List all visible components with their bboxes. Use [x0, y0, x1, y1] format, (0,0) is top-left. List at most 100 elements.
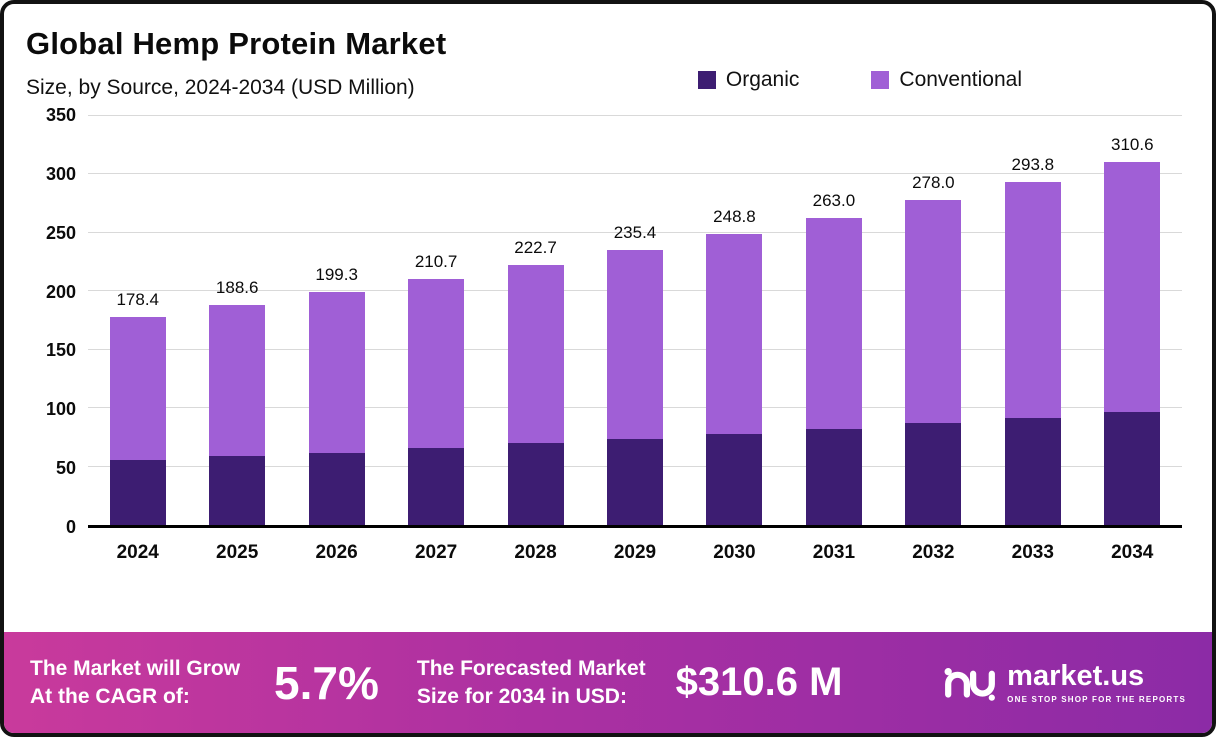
forecast-value: $310.6 M — [675, 660, 843, 704]
conventional-segment[interactable] — [507, 264, 564, 444]
y-axis: 0 50 100 150 200 250 300 350 — [26, 105, 88, 537]
bar-group-2030: 248.8 — [685, 116, 784, 525]
stacked-bar-2033[interactable] — [1004, 181, 1061, 525]
cagr-label-line1: The Market will Grow — [30, 657, 241, 681]
organic-segment[interactable] — [109, 459, 166, 525]
conventional-segment[interactable] — [805, 217, 862, 430]
y-tick-label: 0 — [65, 517, 76, 537]
forecast-label-line2: Size for 2034 in USD: — [416, 684, 627, 708]
cagr-label-line2: At the CAGR of: — [30, 684, 190, 708]
plot-wrap: 178.4 188.6 199.3 210.7 222.7 235.4 248.8 263.0… — [88, 115, 1182, 632]
bar-group-2024: 178.4 — [88, 116, 187, 525]
plot-area: 178.4 188.6 199.3 210.7 222.7 235.4 248.8 263.0… — [88, 115, 1182, 528]
conventional-segment[interactable] — [308, 292, 365, 453]
x-axis-label: 2028 — [514, 542, 557, 563]
stacked-bar-2031[interactable] — [805, 217, 862, 525]
stacked-bar-2028[interactable] — [507, 264, 564, 525]
stacked-bar-2026[interactable] — [308, 292, 365, 525]
brand-text: market.us ONE STOP SHOP FOR THE REPORTS — [1007, 659, 1186, 704]
forecast-label-line1: The Forecasted Market — [416, 657, 646, 681]
legend-label: Organic — [725, 68, 800, 91]
organic-segment[interactable] — [507, 443, 564, 525]
gridline — [88, 231, 1182, 233]
legend-swatch — [697, 71, 716, 89]
bar-value-label: 188.6 — [215, 277, 259, 297]
conventional-segment[interactable] — [706, 234, 763, 434]
bar-value-label: 199.3 — [315, 265, 358, 285]
organic-segment[interactable] — [905, 423, 962, 525]
brand-logo[interactable]: market.us ONE STOP SHOP FOR THE REPORTS — [943, 659, 1186, 706]
legend: Organic Conventional — [697, 68, 1022, 92]
y-tick-label: 250 — [45, 222, 76, 243]
organic-segment[interactable] — [1104, 411, 1161, 525]
bar-value-label: 235.4 — [613, 222, 657, 242]
organic-segment[interactable] — [308, 452, 365, 525]
organic-segment[interactable] — [209, 456, 266, 525]
legend-label: Conventional — [899, 68, 1022, 91]
stacked-bar-2027[interactable] — [408, 278, 465, 525]
stacked-bar-2024[interactable] — [109, 316, 166, 525]
x-axis-label: 2024 — [116, 542, 159, 563]
y-tick-label: 100 — [45, 399, 76, 420]
x-axis-label: 2032 — [912, 542, 955, 563]
bar-value-label: 278.0 — [912, 173, 955, 193]
stacked-bar-2025[interactable] — [209, 304, 266, 525]
x-axis-label: 2025 — [216, 542, 259, 563]
stacked-bar-2032[interactable] — [905, 200, 962, 525]
stacked-bar-2030[interactable] — [706, 234, 763, 525]
legend-item-conventional[interactable]: Conventional — [871, 68, 1022, 92]
conventional-segment[interactable] — [109, 316, 166, 460]
conventional-segment[interactable] — [209, 304, 266, 457]
stacked-bar-2034[interactable] — [1104, 162, 1161, 525]
bar-value-label: 248.8 — [713, 207, 756, 227]
bars-row: 178.4 188.6 199.3 210.7 222.7 235.4 248.8 263.0… — [88, 116, 1182, 525]
bar-group-2025: 188.6 — [187, 116, 286, 525]
organic-segment[interactable] — [805, 429, 862, 525]
bar-group-2029: 235.4 — [585, 116, 684, 525]
gridline — [88, 173, 1182, 175]
bar-group-2027: 210.7 — [386, 116, 485, 525]
x-axis-label: 2027 — [414, 542, 458, 563]
brand-name: market.us — [1007, 659, 1145, 692]
organic-segment[interactable] — [706, 433, 763, 525]
forecast-label: The Forecasted Market Size for 2034 in U… — [417, 655, 646, 710]
conventional-segment[interactable] — [408, 278, 465, 448]
brand-tagline: ONE STOP SHOP FOR THE REPORTS — [1007, 694, 1186, 704]
y-tick-label: 200 — [45, 281, 76, 302]
bar-group-2032: 278.0 — [884, 116, 983, 525]
y-tick-label: 350 — [45, 105, 76, 125]
marketus-logo-icon — [943, 659, 997, 706]
chart-header: Global Hemp Protein Market Size, by Sour… — [26, 26, 1182, 100]
x-axis: 2024 2025 2026 2027 2028 2029 2030 2031 2032 2033… — [88, 528, 1182, 564]
legend-item-organic[interactable]: Organic — [697, 68, 800, 92]
bar-value-label: 178.4 — [116, 289, 159, 309]
organic-segment[interactable] — [606, 438, 663, 525]
conventional-segment[interactable] — [1104, 162, 1161, 412]
conventional-segment[interactable] — [905, 200, 962, 424]
legend-swatch — [871, 71, 890, 89]
conventional-segment[interactable] — [606, 249, 663, 439]
cagr-value: 5.7% — [274, 656, 379, 709]
x-axis-label: 2033 — [1011, 542, 1054, 563]
bar-value-label: 222.7 — [514, 237, 557, 257]
x-axis-label: 2029 — [613, 542, 657, 563]
y-tick-label: 150 — [45, 340, 76, 361]
bar-group-2028: 222.7 — [486, 116, 585, 525]
cagr-label: The Market will Grow At the CAGR of: — [30, 655, 240, 710]
y-tick-label: 300 — [45, 163, 76, 184]
organic-segment[interactable] — [1004, 417, 1061, 525]
stacked-bar-2029[interactable] — [606, 249, 663, 525]
titles: Global Hemp Protein Market Size, by Sour… — [26, 26, 446, 100]
x-axis-label: 2026 — [315, 542, 358, 563]
x-axis-label: 2031 — [812, 542, 856, 563]
bar-group-2034: 310.6 — [1083, 116, 1182, 525]
gridline — [88, 115, 1182, 116]
bar-value-label: 293.8 — [1011, 154, 1055, 174]
organic-segment[interactable] — [408, 447, 465, 525]
chart-section: Global Hemp Protein Market Size, by Sour… — [4, 4, 1212, 632]
conventional-segment[interactable] — [1004, 181, 1061, 418]
bar-group-2033: 293.8 — [983, 116, 1082, 525]
x-axis-label: 2030 — [713, 542, 756, 563]
bar-value-label: 263.0 — [812, 190, 856, 210]
